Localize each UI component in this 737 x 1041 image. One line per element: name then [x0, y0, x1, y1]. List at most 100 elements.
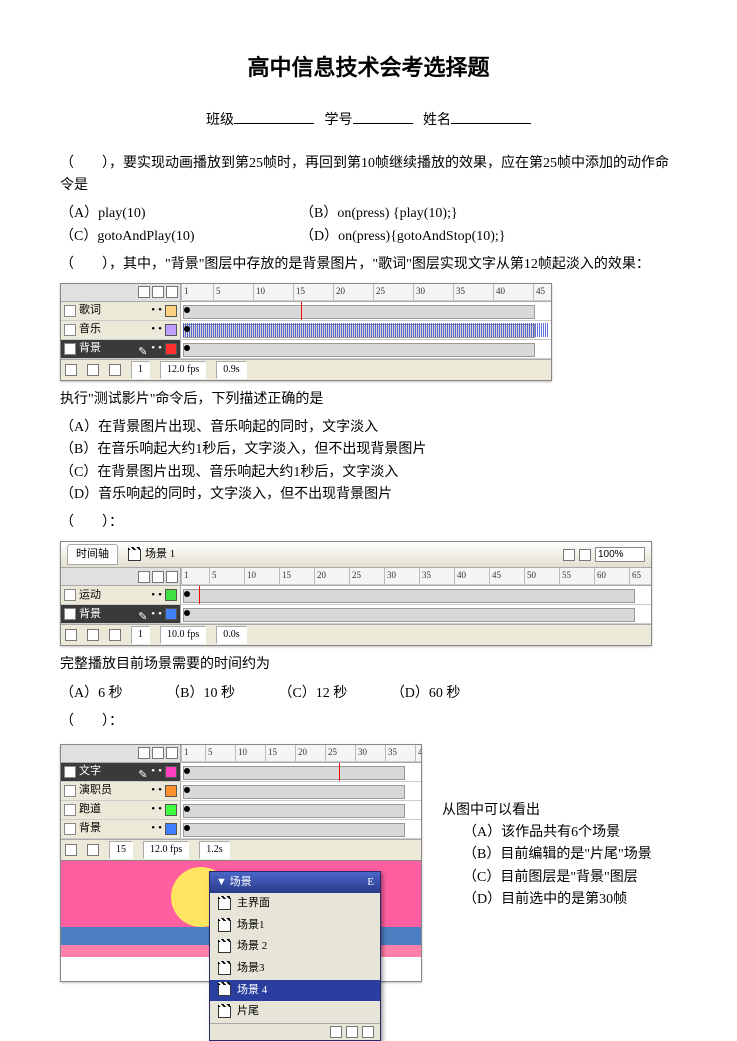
q2-opt-a[interactable]: （A）在背景图片出现、音乐响起的同时，文字淡入 [60, 417, 677, 439]
layer-row[interactable]: 背景✎•• [61, 340, 551, 359]
layer-row[interactable]: 歌词•• [61, 302, 551, 321]
color-swatch [165, 324, 177, 336]
add-folder-icon[interactable] [87, 629, 99, 641]
layer-row[interactable]: 音乐•• [61, 321, 551, 340]
q2-opt-c[interactable]: （C）在背景图片出现、音乐响起大约1秒后，文字淡入 [60, 462, 677, 484]
dot-icon: • [151, 587, 155, 605]
q4-opt-a[interactable]: （A）该作品共有6个场景 [463, 822, 677, 844]
q4-opt-b[interactable]: （B）目前编辑的是"片尾"场景 [463, 844, 677, 866]
q4-opt-c[interactable]: （C）目前图层是"背景"图层 [463, 867, 677, 889]
scenes-title: ▼ 场景 [216, 874, 252, 892]
add-scene-icon[interactable] [346, 1026, 358, 1038]
pencil-icon [138, 786, 148, 796]
q1-opt-b[interactable]: （B）on(press) {play(10);} [300, 203, 458, 225]
q1-opt-d[interactable]: （D）on(press){gotoAndStop(10);} [300, 226, 506, 248]
class-blank[interactable] [234, 109, 314, 124]
scene-name: 片尾 [237, 1003, 259, 1021]
q4-opt-d[interactable]: （D）目前选中的是第30帧 [463, 889, 677, 911]
dot-icon: • [158, 587, 162, 605]
layer-row[interactable]: 跑道•• [61, 801, 421, 820]
del-scene-icon[interactable] [362, 1026, 374, 1038]
color-swatch [165, 823, 177, 835]
scene-item[interactable]: 场景 4 [210, 980, 380, 1002]
tl2-footer: 1 10.0 fps 0.0s [61, 624, 651, 645]
tl1-ruler[interactable]: 151015202530354045 [181, 284, 551, 301]
tl1-footer: 1 12.0 fps 0.9s [61, 359, 551, 380]
color-swatch [165, 589, 177, 601]
trash-icon[interactable] [109, 364, 121, 376]
tl1-col-icons [61, 284, 181, 301]
layer-row[interactable]: 演职员 •• [61, 782, 421, 801]
outline-icon[interactable] [166, 747, 178, 759]
add-layer-icon[interactable] [65, 629, 77, 641]
color-swatch [165, 305, 177, 317]
q3-opt-d[interactable]: （D）60 秒 [391, 683, 461, 705]
q3-options: （A）6 秒 （B）10 秒 （C）12 秒 （D）60 秒 [60, 683, 677, 705]
scene-item[interactable]: 场景 2 [210, 936, 380, 958]
tl1-fps: 12.0 fps [160, 361, 206, 379]
tl2-scene[interactable]: 场景 1 [145, 546, 175, 564]
layer-row[interactable]: 运动 •• [61, 586, 651, 605]
dup-scene-icon[interactable] [330, 1026, 342, 1038]
layer-row[interactable]: 背景✎•• [61, 605, 651, 624]
page-icon [64, 343, 76, 355]
scenes-panel[interactable]: ▼ 场景 E 主界面场景1场景 2场景3场景 4片尾 [209, 871, 381, 1041]
id-label: 学号 [325, 113, 353, 128]
tl2-ruler[interactable]: 15101520253035404550556065 [181, 568, 651, 585]
zoom-input[interactable] [595, 547, 645, 562]
add-layer-icon[interactable] [65, 364, 77, 376]
tl3-ruler[interactable]: 1510152025303540 [181, 745, 421, 762]
trash-icon[interactable] [109, 629, 121, 641]
q3-stem: （ ）： [60, 512, 677, 534]
dot-icon: • [151, 782, 155, 800]
q2-opt-b[interactable]: （B）在音乐响起大约1秒后，文字淡入，但不出现背景图片 [60, 439, 677, 461]
tl2-fps: 10.0 fps [160, 626, 206, 644]
name-blank[interactable] [451, 109, 531, 124]
layer-name: 运动 [79, 587, 101, 605]
scene-item[interactable]: 场景1 [210, 915, 380, 937]
tl2-tab[interactable]: 时间轴 [67, 544, 118, 566]
timeline-panel-3: 1510152025303540 文字✎••演职员••跑道••背景•• 15 1… [60, 744, 422, 982]
dot-icon: • [158, 782, 162, 800]
layer-row[interactable]: 文字✎•• [61, 763, 421, 782]
eye-icon[interactable] [138, 747, 150, 759]
trash-icon[interactable] [87, 844, 99, 856]
eye-icon[interactable] [138, 571, 150, 583]
symbol-icon[interactable] [563, 549, 575, 561]
lock-icon[interactable] [152, 286, 164, 298]
dot-icon: • [158, 801, 162, 819]
q3-opt-b[interactable]: （B）10 秒 [166, 683, 235, 705]
add-layer-icon[interactable] [65, 844, 77, 856]
close-icon[interactable]: E [367, 874, 374, 892]
q2-opt-d[interactable]: （D）音乐响起的同时，文字淡入，但不出现背景图片 [60, 484, 677, 506]
eye-icon[interactable] [138, 286, 150, 298]
scene-item[interactable]: 主界面 [210, 893, 380, 915]
dot-icon: • [158, 820, 162, 838]
pencil-icon [138, 306, 148, 316]
scene-item[interactable]: 场景3 [210, 958, 380, 980]
outline-icon[interactable] [166, 571, 178, 583]
q2-after: 执行"测试影片"命令后，下列描述正确的是 [60, 389, 677, 411]
zoom-icon[interactable] [579, 549, 591, 561]
outline-icon[interactable] [166, 286, 178, 298]
dot-icon: • [158, 763, 162, 781]
q1-opt-c[interactable]: （C）gotoAndPlay(10) [60, 226, 260, 248]
add-folder-icon[interactable] [87, 364, 99, 376]
color-swatch [165, 766, 177, 778]
lock-icon[interactable] [152, 571, 164, 583]
q1-opt-a[interactable]: （A）play(10) [60, 203, 260, 225]
layer-row[interactable]: 背景•• [61, 820, 421, 839]
lock-icon[interactable] [152, 747, 164, 759]
q3-opt-a[interactable]: （A）6 秒 [60, 683, 123, 705]
scene-name: 场景1 [237, 917, 265, 935]
clapboard-icon [218, 920, 231, 932]
layer-name: 音乐 [79, 321, 101, 339]
q3-opt-c[interactable]: （C）12 秒 [278, 683, 347, 705]
layer-name: 演职员 [79, 782, 112, 800]
tl2-time: 0.0s [216, 626, 246, 644]
tl1-time: 0.9s [216, 361, 246, 379]
color-swatch [165, 343, 177, 355]
stage-preview: ▼ 场景E 主界面场景1场景 2场景3场景 4片尾 [61, 860, 421, 981]
id-blank[interactable] [353, 109, 413, 124]
pencil-icon [138, 805, 148, 815]
